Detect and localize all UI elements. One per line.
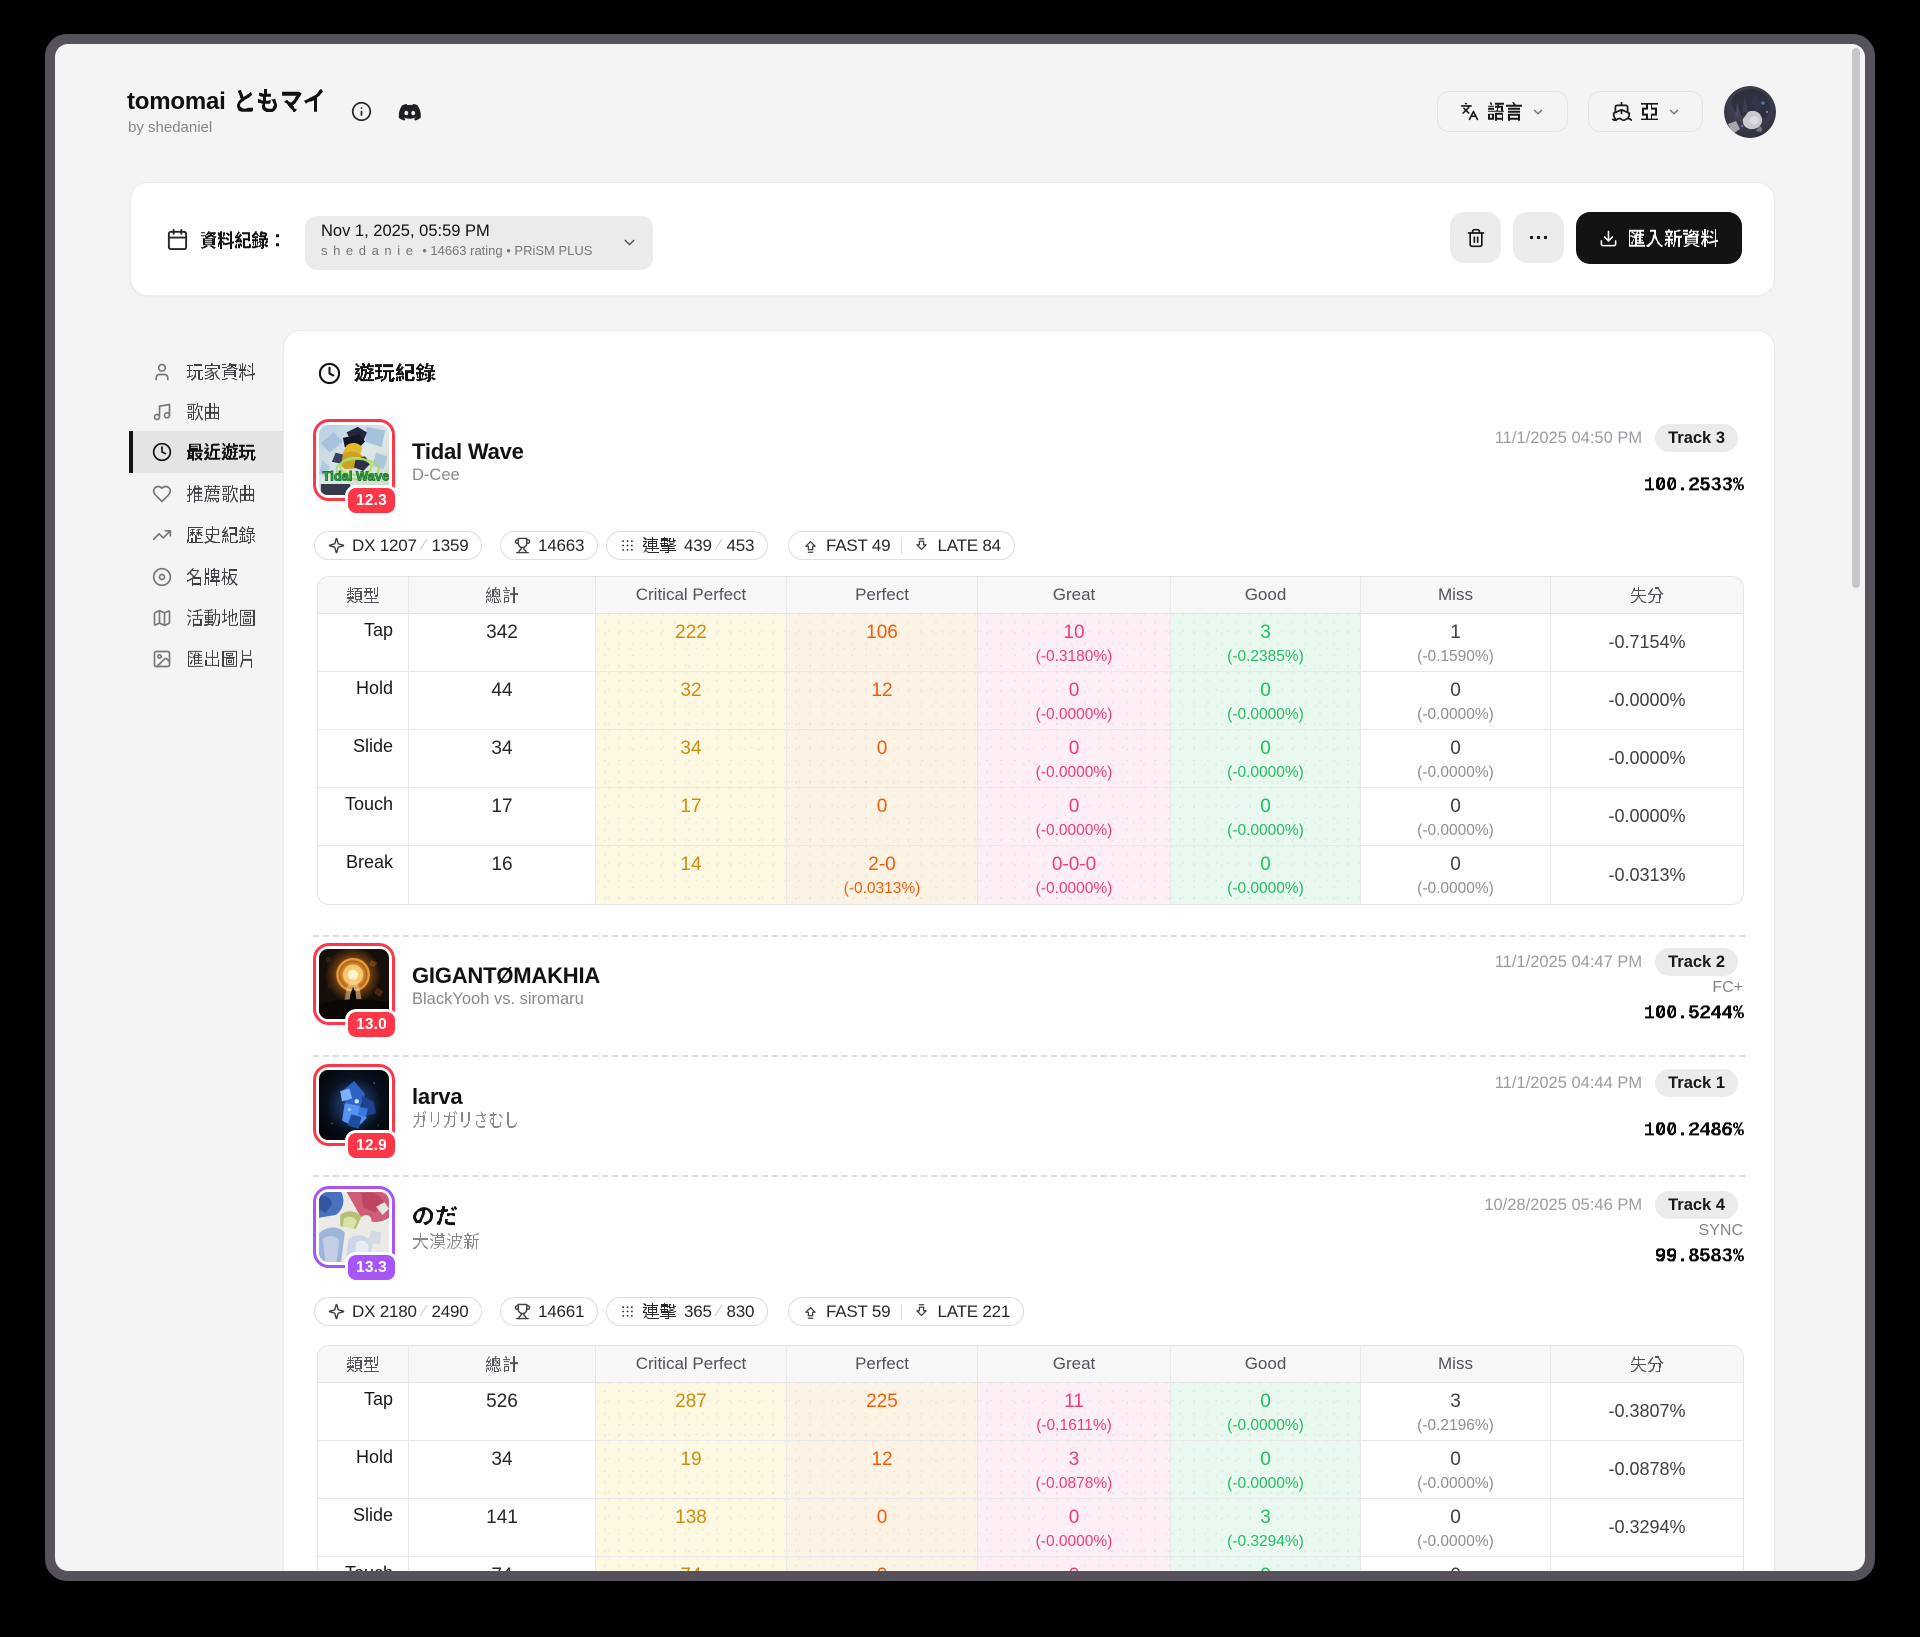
- svg-text:Tidal Wave: Tidal Wave: [323, 468, 389, 483]
